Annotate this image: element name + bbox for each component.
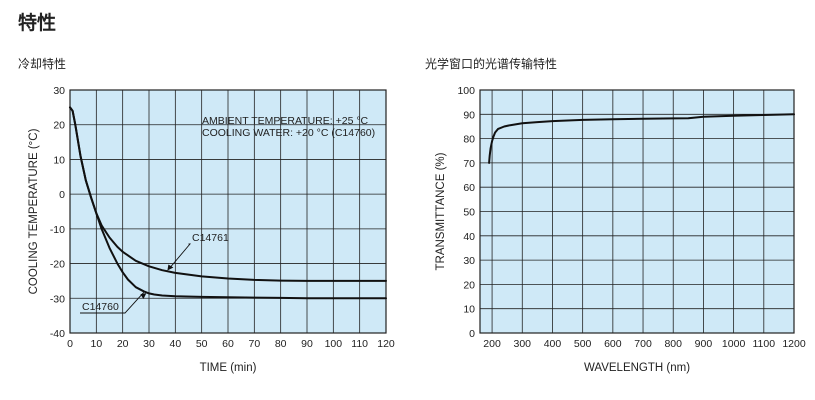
transmittance-x-tick-label: 1100: [753, 338, 776, 350]
cooling-y-tick-label: 0: [59, 189, 65, 201]
transmittance-x-tick-label: 800: [664, 338, 682, 350]
series-line-transmittance: [488, 113, 795, 164]
transmittance-y-tick-label: 90: [463, 109, 475, 121]
transmittance-y-tick-label: 30: [463, 255, 475, 267]
cooling-x-tick-label: 20: [117, 338, 129, 350]
transmittance-plot-frame: [479, 89, 795, 334]
cooling-y-tick-label: 10: [53, 154, 65, 166]
transmittance-y-tick-label: 10: [463, 304, 475, 316]
series-label-c14761: C14761: [192, 232, 229, 244]
cooling-x-tick-label: 10: [90, 338, 102, 350]
transmittance-x-tick-label: 900: [695, 338, 713, 350]
transmittance-chart: 200 300 400 500 600 700 800 900 1000 1100 12001009…: [435, 85, 806, 374]
arrowhead-c14761: [167, 264, 174, 271]
transmittance-y-axis-label: TRANSMITTANCE (%): [435, 152, 447, 270]
cooling-y-tick-label: -10: [50, 224, 65, 236]
cooling-y-tick-label: 20: [53, 120, 65, 132]
cooling-plot-frame: [69, 89, 387, 334]
cooling-section-title: 冷却特性: [18, 57, 67, 71]
series-label-c14760: C14760: [82, 301, 119, 313]
cooling-y-tick-label: -30: [50, 293, 65, 305]
transmittance-x-tick-label: 300: [514, 338, 532, 350]
annotation-text: COOLING WATER: +20 °C (C14760): [202, 127, 375, 139]
transmittance-x-tick-label: 1000: [722, 338, 746, 350]
leader-line-c14760: [80, 292, 145, 314]
transmittance-x-axis-label: WAVELENGTH (nm): [584, 362, 690, 374]
cooling-x-tick-label: 100: [325, 338, 343, 350]
cooling-x-tick-label: 70: [248, 338, 260, 350]
transmittance-x-tick-label: 700: [634, 338, 652, 350]
transmittance-y-tick-label: 100: [457, 85, 475, 97]
cooling-x-tick-label: 30: [143, 338, 155, 350]
arrowhead-c14760: [140, 293, 147, 300]
transmittance-section-title: 光学窗口的光谱传输特性: [425, 57, 558, 71]
cooling-x-tick-label: 40: [169, 338, 181, 350]
transmittance-y-tick-label: 80: [463, 134, 475, 146]
cooling-x-tick-label: 80: [275, 338, 287, 350]
leader-line-c14761: [168, 243, 191, 270]
cooling-x-tick-label: 0: [67, 338, 73, 350]
cooling-x-tick-label: 60: [222, 338, 234, 350]
annotation-text: AMBIENT TEMPERATURE: +25 °C: [202, 115, 369, 127]
transmittance-y-tick-label: 60: [463, 182, 475, 194]
cooling-y-tick-label: 30: [53, 85, 65, 97]
transmittance-y-tick-label: 0: [469, 328, 475, 340]
transmittance-x-tick-label: 500: [574, 338, 592, 350]
cooling-y-axis-label: COOLING TEMPERATURE (°C): [28, 128, 40, 294]
cooling-chart: 0 10 20 30 40 50 60 70 80 90 100 110 1203020100-10-2…: [28, 85, 395, 374]
cooling-x-axis-label: TIME (min): [200, 362, 257, 374]
cooling-y-tick-label: -40: [50, 328, 65, 340]
transmittance-y-tick-label: 40: [463, 231, 475, 243]
cooling-x-tick-label: 120: [377, 338, 395, 350]
transmittance-x-tick-label: 400: [544, 338, 562, 350]
transmittance-x-tick-label: 600: [604, 338, 622, 350]
cooling-x-tick-label: 110: [351, 338, 368, 350]
series-line-c14760: [69, 106, 387, 300]
cooling-x-tick-label: 50: [196, 338, 208, 350]
cooling-x-tick-label: 90: [301, 338, 313, 350]
transmittance-y-tick-label: 50: [463, 207, 475, 219]
transmittance-y-tick-label: 70: [463, 158, 475, 170]
transmittance-x-tick-label: 1200: [782, 338, 806, 350]
transmittance-y-tick-label: 20: [463, 279, 475, 291]
cooling-y-tick-label: -20: [50, 259, 65, 271]
transmittance-x-tick-label: 200: [483, 338, 501, 350]
page-title: 特性: [18, 13, 57, 34]
